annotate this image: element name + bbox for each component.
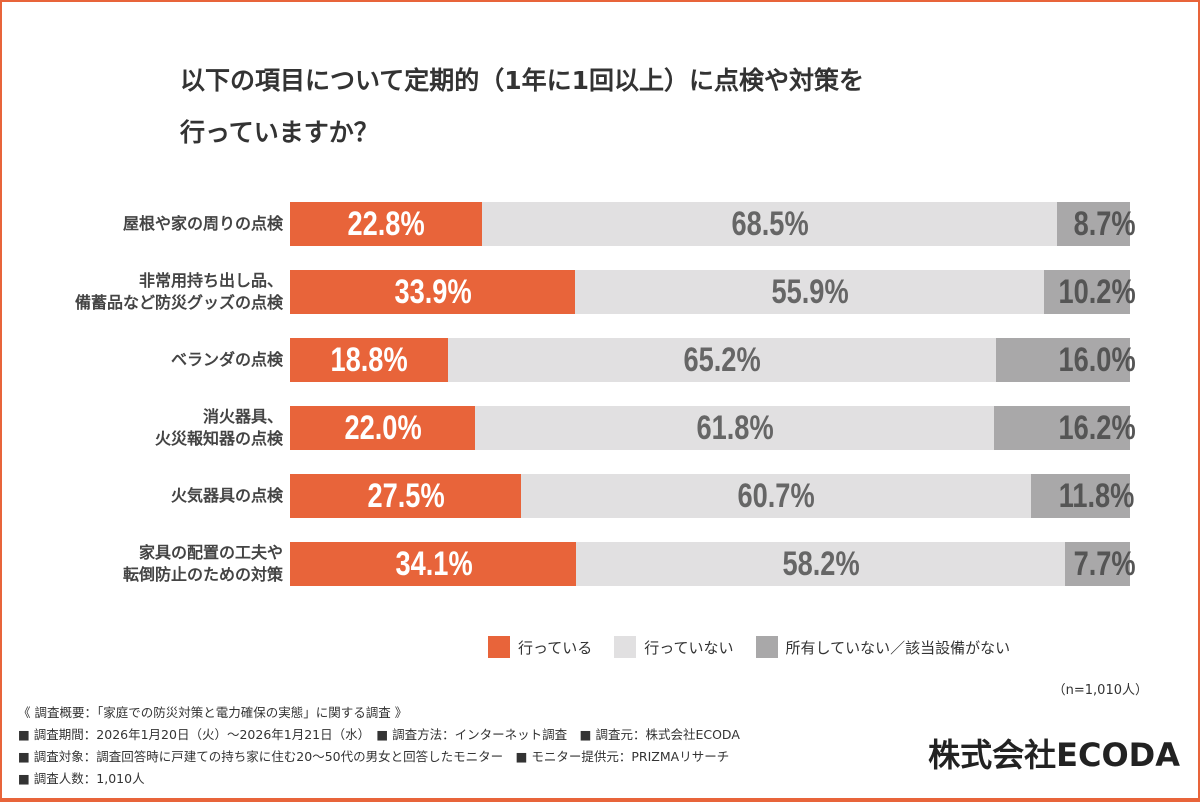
legend-swatch — [614, 636, 637, 658]
data-label: 58.2% — [782, 545, 860, 583]
bar-row: 34.1% 58.2% 7.7% — [290, 542, 1135, 586]
bar-segment — [1056, 202, 1130, 246]
note-line: ■ 調査対象：調査回答時に戸建ての持ち家に住む20〜50代の男女と回答したモニタ… — [18, 749, 730, 764]
bar-segment — [290, 270, 575, 314]
data-label: 60.7% — [737, 477, 816, 515]
data-label: 22.8% — [347, 205, 425, 243]
legend-item: 行っている — [488, 636, 592, 658]
data-label: 55.9% — [771, 273, 849, 311]
bar-segment — [290, 406, 475, 450]
company-logo: 株式会社ECODA — [928, 736, 1180, 774]
note-line: ■ 調査人数：1,010人 — [18, 771, 145, 786]
bar-segment — [993, 406, 1130, 450]
data-label: 68.5% — [731, 205, 809, 243]
legend-label: 所有していない／該当設備がない — [785, 638, 1011, 657]
bar-segment — [447, 338, 996, 382]
bar-row: 33.9% 55.9% 10.2% — [290, 270, 1135, 314]
legend-swatch — [488, 636, 510, 658]
data-label: 10.2% — [1058, 273, 1136, 311]
data-label: 11.8% — [1058, 477, 1134, 515]
note-line: 《 調査概要：「家庭での防災対策と電力確保の実態」に関する調査 》 — [18, 705, 408, 720]
bar-segment — [474, 406, 994, 450]
bar-segment — [290, 202, 482, 246]
bar-segment — [521, 474, 1031, 518]
note-line: ■ 調査期間：2026年1月20日（火）〜2026年1月21日（水） ■ 調査方… — [18, 727, 740, 742]
bar-segment — [1065, 542, 1130, 586]
bar-row: 22.8% 68.5% 8.7% — [290, 202, 1135, 246]
bar-row: 27.5% 60.7% 11.8% — [290, 474, 1134, 518]
data-label: 16.2% — [1058, 409, 1136, 447]
legend-item: 所有していない／該当設備がない — [755, 636, 1011, 658]
bar-segment — [290, 338, 448, 382]
title-line-2: 行っていますか？ — [180, 118, 379, 147]
bar-segment — [995, 338, 1130, 382]
category-label: ベランダの点検 — [170, 350, 283, 369]
chart-title: 以下の項目について定期的（1年に1回以上）に点検や対策を 行っていますか？ — [180, 55, 864, 159]
category-label: 屋根や家の周りの点検 — [122, 214, 283, 233]
bar-segment — [481, 202, 1057, 246]
survey-notes: 《 調査概要：「家庭での防災対策と電力確保の実態」に関する調査 》 ■ 調査期間… — [18, 702, 740, 790]
sample-size: （n=1,010人） — [1052, 683, 1148, 698]
legend-label: 行っていない — [644, 638, 734, 657]
legend-label: 行っている — [518, 638, 593, 657]
bar-segment — [290, 542, 577, 586]
data-label: 34.1% — [395, 545, 473, 583]
bar-segment — [1044, 270, 1130, 314]
legend-item: 行っていない — [614, 636, 734, 658]
data-label: 27.5% — [367, 477, 445, 515]
data-label: 18.8% — [330, 341, 409, 379]
bar-segment — [1030, 474, 1130, 518]
bar-row: 22.0% 61.8% 16.2% — [290, 406, 1135, 450]
bar-segment — [576, 542, 1066, 586]
legend-swatch — [755, 636, 778, 658]
data-label: 61.8% — [696, 409, 774, 447]
bar-segment — [574, 270, 1045, 314]
data-label: 33.9% — [394, 273, 472, 311]
title-line-1: 以下の項目について定期的（1年に1回以上）に点検や対策を — [180, 66, 865, 95]
category-label: 火気器具の点検 — [170, 486, 283, 505]
data-label: 22.0% — [344, 409, 422, 447]
category-label: 消火器具、 火災報知器の点検 — [154, 407, 283, 448]
category-label: 非常用持ち出し品、 備蓄品など防災グッズの点検 — [74, 271, 283, 312]
data-label: 8.7% — [1073, 205, 1136, 243]
bar-row: 18.8% 65.2% 16.0% — [290, 338, 1135, 382]
bar-segment — [290, 474, 521, 518]
category-label: 家具の配置の工夫や 転倒防止のための対策 — [122, 543, 283, 584]
data-label: 7.7% — [1073, 545, 1136, 583]
data-label: 65.2% — [683, 341, 761, 379]
data-label: 16.0% — [1058, 341, 1136, 379]
legend: 行っている 行っていない 所有していない／該当設備がない — [488, 636, 1032, 658]
